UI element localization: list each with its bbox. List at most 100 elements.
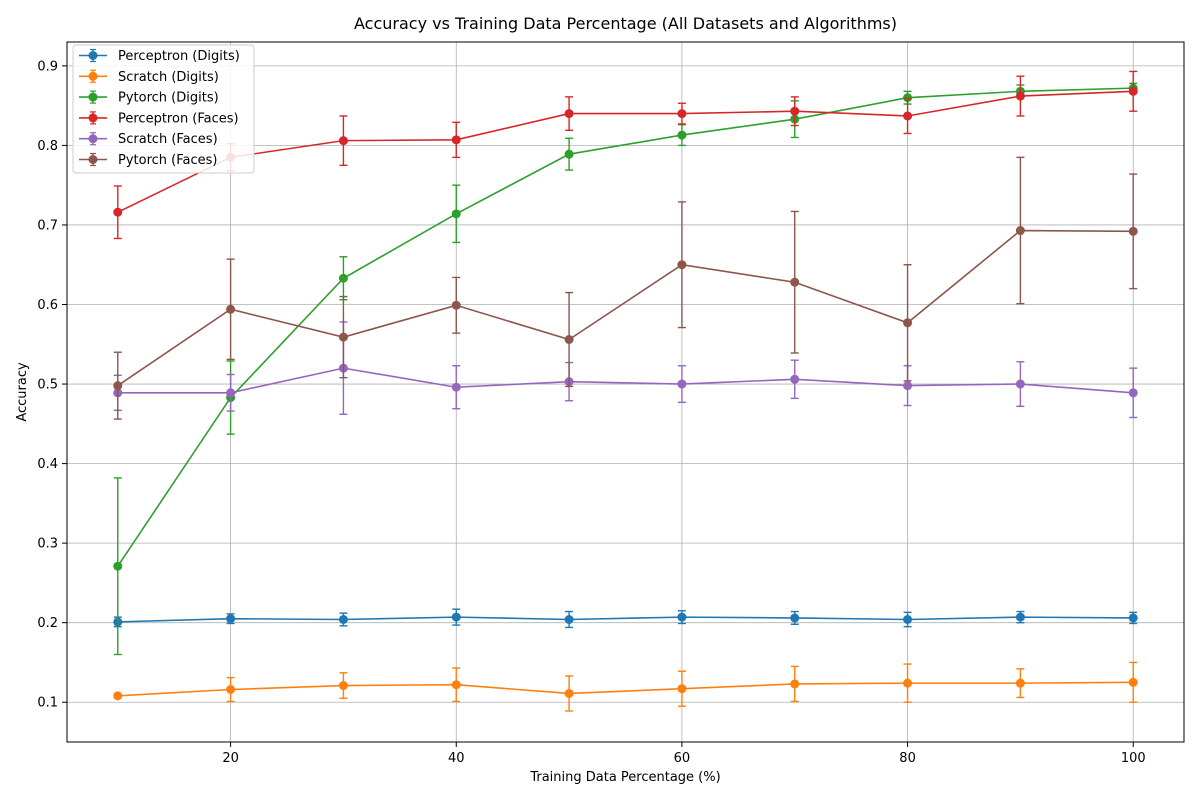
series-3 <box>113 70 1138 240</box>
data-point <box>790 106 800 116</box>
data-point <box>113 561 123 571</box>
legend-item: Scratch (Faces) <box>79 132 218 147</box>
legend-item: Perceptron (Digits) <box>79 48 240 64</box>
data-point <box>338 681 348 691</box>
legend-marker <box>88 71 98 81</box>
data-point <box>1015 612 1025 622</box>
data-point <box>1015 379 1025 389</box>
data-point <box>113 207 123 217</box>
series-line <box>117 616 1134 623</box>
x-tick-label: 20 <box>222 751 239 766</box>
data-point <box>677 612 687 622</box>
data-point <box>1128 388 1138 398</box>
y-tick-label: 0.5 <box>37 378 58 393</box>
data-point <box>338 615 348 624</box>
series-line <box>117 367 1134 394</box>
data-point <box>564 615 574 624</box>
data-point <box>1015 91 1025 101</box>
series-line <box>117 90 1134 213</box>
legend-label: Perceptron (Faces) <box>118 111 239 126</box>
series-5 <box>113 156 1138 420</box>
series-line <box>117 681 1134 697</box>
y-tick-label: 0.3 <box>37 537 58 552</box>
data-point <box>1128 677 1138 687</box>
data-point <box>903 111 913 121</box>
y-tick-label: 0.4 <box>37 457 58 472</box>
data-point <box>451 612 461 622</box>
legend-marker <box>88 134 98 144</box>
legend: Perceptron (Digits) Scratch (Digits) Pytor… <box>72 44 255 174</box>
data-point <box>903 381 913 391</box>
data-point <box>1015 226 1025 236</box>
series-line <box>117 229 1134 387</box>
data-point <box>1015 678 1025 688</box>
legend-marker <box>88 155 98 164</box>
data-point <box>790 679 800 689</box>
series-4 <box>113 321 1138 419</box>
series-line <box>117 87 1134 567</box>
data-point <box>338 136 348 146</box>
data-point <box>226 614 236 624</box>
data-point <box>903 615 913 624</box>
y-tick-label: 0.7 <box>37 218 58 233</box>
data-point <box>677 379 687 389</box>
y-tick-label: 0.9 <box>37 59 58 74</box>
y-tick-label: 0.2 <box>37 616 58 631</box>
legend-marker <box>88 92 98 102</box>
x-axis-label: Training Data Percentage (%) <box>529 770 720 785</box>
x-tick-label: 60 <box>674 751 691 766</box>
plot-frame <box>66 41 1185 743</box>
legend-label: Pytorch (Faces) <box>118 153 217 168</box>
legend-marker <box>88 113 98 123</box>
data-point <box>677 260 687 270</box>
y-tick-label: 0.6 <box>37 298 58 313</box>
data-point <box>1128 86 1138 96</box>
data-point <box>677 684 687 694</box>
x-tick-label: 100 <box>1121 751 1146 766</box>
data-point <box>903 678 913 688</box>
data-point <box>451 382 461 392</box>
data-point <box>113 691 123 701</box>
data-point <box>677 109 687 119</box>
legend-label: Scratch (Faces) <box>118 132 218 147</box>
y-axis-ticks: 0.1 0.2 0.3 0.4 0.5 0.6 0.7 0.8 0.9 <box>37 59 67 711</box>
legend-label: Pytorch (Digits) <box>118 91 219 106</box>
y-tick-label: 0.1 <box>37 696 58 711</box>
data-point <box>564 688 574 698</box>
series-1 <box>113 661 1138 712</box>
data-point <box>564 149 574 159</box>
legend-marker <box>88 51 98 60</box>
chart-title: Accuracy vs Training Data Percentage (Al… <box>354 14 897 33</box>
data-point <box>451 680 461 690</box>
y-axis-label: Accuracy <box>15 362 30 422</box>
data-point <box>903 93 913 103</box>
legend-item: Pytorch (Faces) <box>79 152 217 168</box>
data-point <box>113 381 123 391</box>
legend-label: Scratch (Digits) <box>118 70 219 85</box>
data-point <box>226 388 236 398</box>
data-point <box>790 613 800 623</box>
legend-box <box>72 44 255 174</box>
data-point <box>226 304 236 314</box>
legend-item: Scratch (Digits) <box>79 69 219 85</box>
data-point <box>338 332 348 342</box>
data-point <box>1128 226 1138 236</box>
legend-label: Perceptron (Digits) <box>118 49 240 64</box>
series-layer <box>113 70 1138 712</box>
data-point <box>564 335 574 344</box>
data-point <box>451 300 461 310</box>
data-point <box>1128 613 1138 623</box>
data-point <box>451 209 461 219</box>
x-tick-label: 80 <box>899 751 916 766</box>
series-0 <box>113 608 1138 629</box>
data-point <box>903 318 913 328</box>
data-point <box>564 109 574 119</box>
data-point <box>451 135 461 145</box>
data-point <box>338 273 348 283</box>
y-tick-label: 0.8 <box>37 139 58 154</box>
data-point <box>790 374 800 384</box>
x-tick-label: 40 <box>448 751 465 766</box>
legend-item: Pytorch (Digits) <box>79 90 219 106</box>
legend-item: Perceptron (Faces) <box>79 111 239 126</box>
